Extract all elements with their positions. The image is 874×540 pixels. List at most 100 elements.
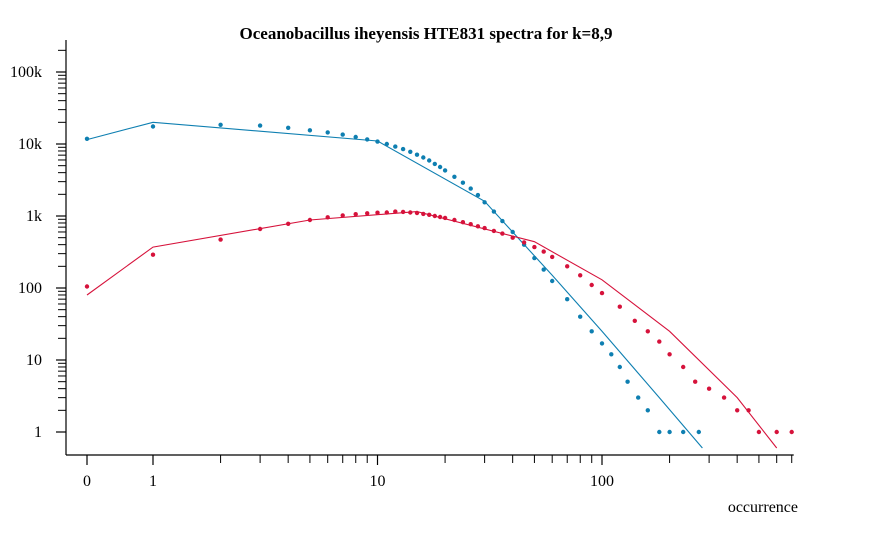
data-point-series-1 — [468, 186, 473, 191]
data-point-series-2 — [657, 339, 662, 344]
data-points — [84, 122, 794, 435]
y-tick-label: 100k — [10, 64, 42, 81]
data-point-series-2 — [257, 226, 263, 232]
data-point-series-2 — [307, 217, 313, 223]
data-point-series-1 — [150, 124, 156, 129]
data-point-series-2 — [432, 213, 437, 219]
data-point-series-1 — [599, 341, 605, 346]
data-point-series-2 — [400, 209, 406, 215]
data-point-series-1 — [421, 155, 426, 160]
x-tick-label: 100 — [590, 473, 614, 490]
data-point-series-1 — [393, 144, 398, 149]
data-point-series-2 — [365, 211, 370, 216]
data-point-series-2 — [645, 329, 650, 334]
data-point-series-2 — [617, 304, 622, 309]
data-point-series-1 — [442, 168, 448, 173]
data-point-series-1 — [482, 200, 487, 205]
data-point-series-1 — [532, 255, 537, 261]
fit-line-series-2 — [86, 211, 778, 449]
data-point-series-2 — [437, 214, 443, 220]
data-point-series-1 — [353, 134, 358, 140]
data-point-series-2 — [353, 212, 358, 217]
data-point-series-2 — [325, 215, 330, 220]
data-point-series-1 — [365, 137, 370, 142]
data-point-series-2 — [84, 284, 90, 289]
data-point-series-2 — [706, 386, 712, 391]
data-point-series-1 — [452, 174, 457, 179]
data-point-series-1 — [500, 218, 505, 224]
x-axis-label: occurrence — [728, 499, 798, 516]
fit-lines — [86, 121, 778, 449]
data-point-series-2 — [427, 212, 432, 217]
data-point-series-2 — [218, 237, 223, 242]
data-point-series-2 — [475, 224, 481, 229]
data-point-series-1 — [257, 123, 263, 128]
data-point-series-1 — [625, 379, 630, 384]
data-point-series-1 — [617, 364, 622, 370]
x-tick-label: 1 — [149, 473, 157, 490]
data-point-series-2 — [565, 264, 570, 269]
data-point-series-2 — [667, 352, 672, 357]
data-point-series-2 — [286, 221, 291, 226]
data-point-series-1 — [578, 314, 583, 319]
data-point-series-2 — [393, 209, 398, 214]
data-point-series-1 — [432, 161, 437, 167]
data-point-series-2 — [541, 249, 546, 254]
data-point-series-1 — [609, 352, 614, 357]
data-point-series-1 — [475, 192, 481, 198]
data-point-series-1 — [384, 141, 389, 147]
data-point-series-2 — [521, 240, 527, 245]
data-point-series-1 — [375, 139, 380, 144]
data-point-series-1 — [667, 429, 672, 435]
data-point-series-1 — [696, 429, 701, 435]
data-point-series-1 — [84, 136, 90, 141]
data-point-series-1 — [460, 180, 466, 185]
data-point-series-1 — [400, 146, 406, 152]
data-point-series-1 — [491, 209, 497, 214]
data-point-series-1 — [681, 429, 686, 435]
y-tick-label: 10 — [26, 352, 42, 369]
data-point-series-1 — [510, 229, 515, 235]
axes: 0 1 10 100 1 10 100 1k 10k 100k — [10, 40, 794, 490]
data-point-series-2 — [532, 244, 537, 250]
data-point-series-1 — [408, 149, 413, 154]
x-tick-label: 0 — [83, 473, 91, 490]
data-point-series-1 — [636, 395, 641, 400]
data-point-series-2 — [468, 222, 473, 227]
data-point-series-2 — [735, 408, 740, 413]
data-point-series-2 — [632, 318, 637, 323]
data-point-series-2 — [408, 210, 413, 215]
data-point-series-2 — [756, 429, 762, 435]
data-point-series-2 — [421, 211, 426, 217]
data-point-series-2 — [789, 429, 794, 435]
y-tick-label: 1 — [34, 424, 42, 441]
data-point-series-2 — [774, 429, 779, 435]
data-point-series-2 — [550, 254, 555, 260]
data-point-series-2 — [414, 210, 420, 216]
x-tick-label: 10 — [370, 473, 386, 490]
data-point-series-2 — [150, 252, 156, 257]
data-point-series-2 — [599, 290, 605, 296]
data-point-series-2 — [491, 228, 497, 234]
data-point-series-1 — [541, 267, 546, 272]
data-point-series-2 — [482, 225, 487, 231]
data-point-series-2 — [589, 282, 594, 288]
data-point-series-1 — [589, 329, 594, 334]
data-point-series-2 — [452, 217, 457, 223]
data-point-series-1 — [218, 122, 223, 128]
data-point-series-1 — [437, 164, 443, 170]
data-point-series-2 — [681, 364, 686, 370]
data-point-series-2 — [578, 273, 583, 278]
data-point-series-1 — [550, 278, 555, 284]
data-point-series-2 — [693, 379, 698, 384]
y-tick-label: 1k — [26, 208, 42, 225]
data-point-series-2 — [500, 231, 505, 236]
data-point-series-2 — [340, 213, 345, 218]
data-point-series-2 — [510, 235, 515, 240]
data-point-series-1 — [340, 132, 345, 137]
data-point-series-2 — [721, 395, 727, 400]
data-point-series-1 — [286, 125, 291, 130]
data-point-series-1 — [325, 130, 330, 135]
data-point-series-2 — [442, 215, 448, 221]
